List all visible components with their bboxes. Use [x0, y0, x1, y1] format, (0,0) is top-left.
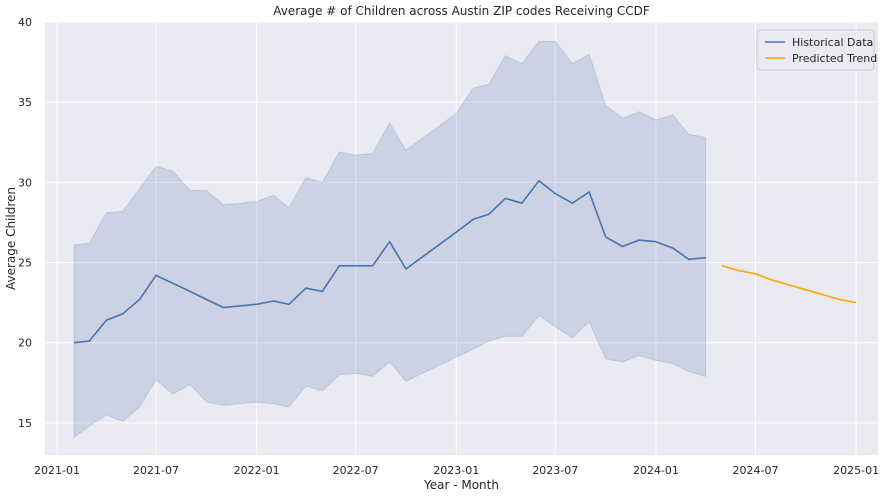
y-axis-title: Average Children — [4, 187, 18, 290]
x-axis-title: Year - Month — [423, 478, 499, 492]
y-tick-label: 30 — [18, 176, 32, 189]
plot-area — [45, 22, 878, 455]
y-tick-labels: 15 20 25 30 35 40 — [18, 16, 32, 430]
x-tick-label: 2021-01 — [34, 464, 80, 477]
legend-box — [756, 29, 875, 71]
y-tick-label: 35 — [18, 96, 32, 109]
confidence-bands — [73, 40, 707, 439]
y-tick-label: 20 — [18, 337, 32, 350]
legend-label: Historical Data — [792, 36, 873, 49]
y-tick-label: 25 — [18, 257, 32, 270]
x-tick-label: 2022-07 — [333, 464, 379, 477]
legend: Historical Data Predicted Trend — [756, 29, 877, 71]
x-tick-label: 2023-01 — [433, 464, 479, 477]
series-line — [73, 180, 706, 344]
series-line — [721, 265, 857, 304]
y-tick-label: 40 — [18, 16, 32, 29]
x-tick-label: 2023-07 — [532, 464, 578, 477]
legend-label: Predicted Trend — [792, 52, 877, 65]
x-tick-label: 2024-07 — [732, 464, 778, 477]
gridlines — [45, 21, 878, 455]
confidence-band — [73, 40, 707, 439]
x-tick-label: 2021-07 — [133, 464, 179, 477]
chart-title: Average # of Children across Austin ZIP … — [273, 4, 650, 18]
x-tick-label: 2022-01 — [234, 464, 280, 477]
x-tick-label: 2024-01 — [633, 464, 679, 477]
x-tick-labels: 2021-01 2021-07 2022-01 2022-07 2023-01 2023-… — [34, 464, 879, 477]
series-lines — [73, 180, 857, 344]
y-tick-label: 15 — [18, 417, 32, 430]
x-tick-label: 2025-01 — [833, 464, 879, 477]
